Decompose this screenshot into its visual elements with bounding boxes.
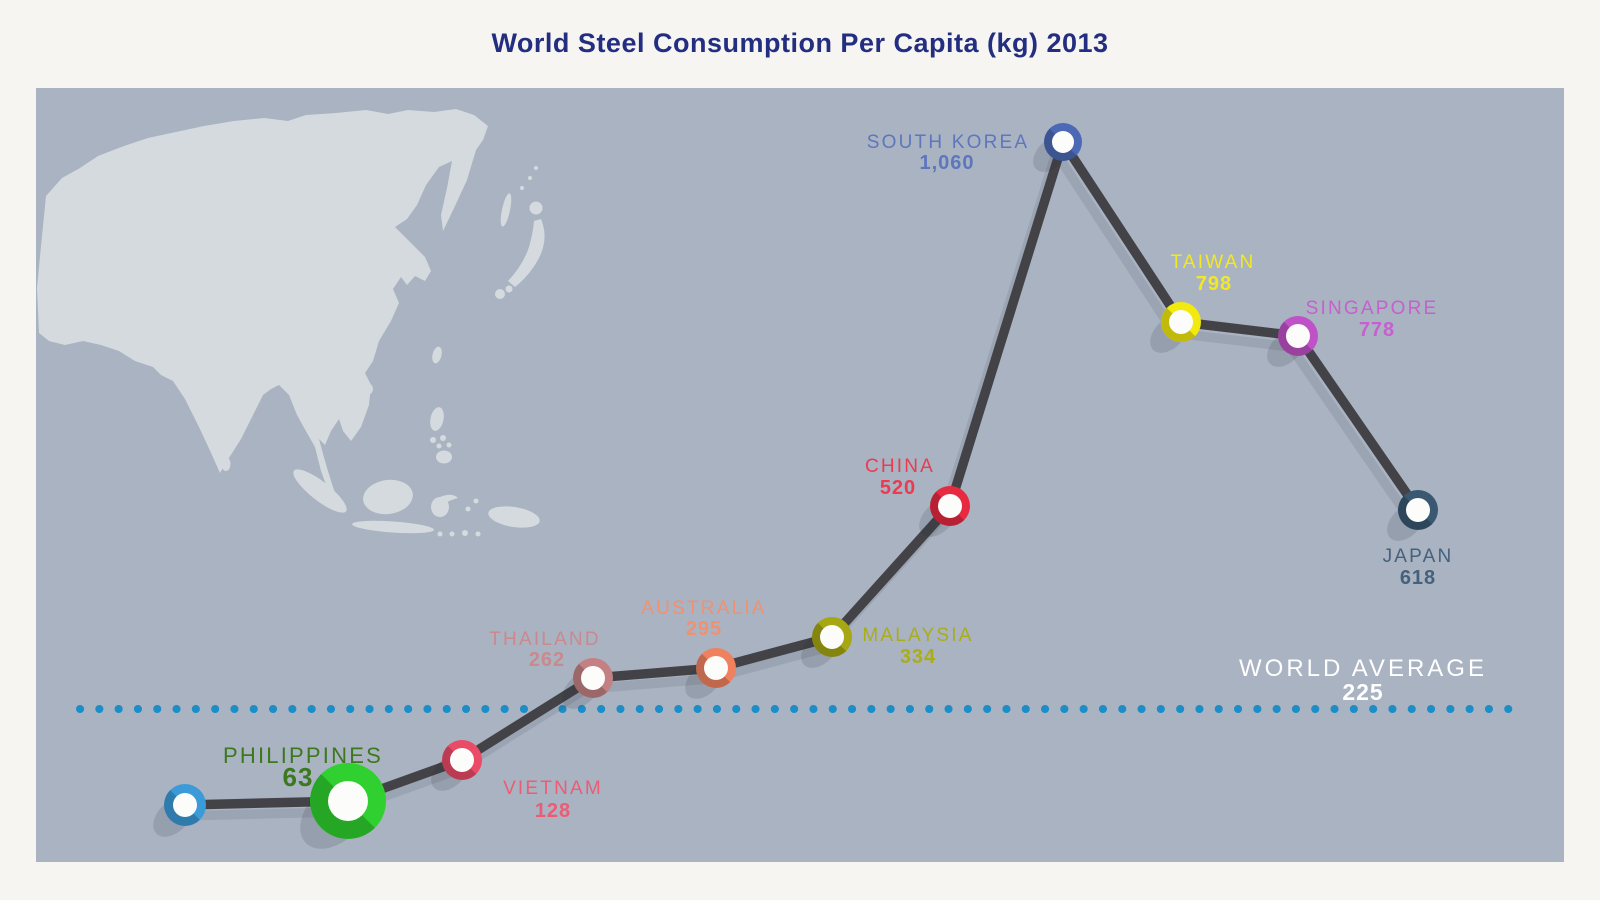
dot-center-singapore bbox=[1286, 324, 1310, 348]
dot-center-australia bbox=[704, 656, 728, 680]
country-label-thailand: THAILAND bbox=[489, 629, 601, 650]
country-value-japan: 618 bbox=[1400, 567, 1436, 589]
island-borneo bbox=[363, 479, 413, 515]
country-label-taiwan: TAIWAN bbox=[1171, 252, 1256, 273]
dot-center-unlabeled-point-0 bbox=[173, 793, 197, 817]
country-label-singapore: SINGAPORE bbox=[1306, 298, 1439, 319]
island-kuril-1 bbox=[520, 186, 524, 190]
country-label-vietnam: VIETNAM bbox=[503, 778, 603, 799]
island-visayas-1 bbox=[430, 437, 436, 443]
country-label-japan: JAPAN bbox=[1383, 546, 1454, 567]
dot-center-south-korea bbox=[1052, 131, 1074, 153]
chart-area: PHILIPPINES 63 VIETNAM 128 THAILAND 262 AUSTRA… bbox=[36, 88, 1564, 862]
island-moluccas-2 bbox=[473, 498, 479, 504]
dot-center-japan bbox=[1406, 498, 1430, 522]
island-sunda-3 bbox=[462, 530, 468, 536]
country-value-singapore: 778 bbox=[1359, 319, 1395, 341]
island-honshu bbox=[508, 219, 545, 287]
island-sunda-1 bbox=[437, 531, 443, 537]
country-label-malaysia: MALAYSIA bbox=[862, 625, 973, 646]
country-label-south-korea: SOUTH KOREA bbox=[867, 132, 1030, 153]
country-label-australia: AUSTRALIA bbox=[641, 598, 766, 619]
island-hokkaido bbox=[529, 201, 543, 215]
country-value-taiwan: 798 bbox=[1196, 273, 1232, 295]
island-visayas-4 bbox=[446, 442, 452, 448]
country-value-philippines: 63 bbox=[283, 762, 314, 792]
island-new-guinea bbox=[488, 506, 540, 528]
world-average-value: 225 bbox=[1342, 679, 1383, 705]
island-moluccas-1 bbox=[465, 506, 471, 512]
island-shikoku bbox=[505, 285, 513, 293]
dot-center-philippines bbox=[328, 781, 368, 821]
island-kuril-3 bbox=[534, 166, 538, 170]
country-value-thailand: 262 bbox=[529, 649, 565, 671]
country-value-malaysia: 334 bbox=[900, 646, 936, 668]
island-luzon bbox=[430, 407, 444, 431]
island-kyushu bbox=[495, 289, 505, 299]
island-sunda-2 bbox=[449, 531, 455, 537]
country-label-philippines: PHILIPPINES bbox=[223, 743, 383, 768]
dot-center-vietnam bbox=[450, 748, 474, 772]
island-sakhalin bbox=[500, 193, 512, 227]
island-taiwan bbox=[432, 346, 442, 364]
dot-center-taiwan bbox=[1169, 310, 1193, 334]
asia-mainland bbox=[37, 109, 488, 499]
island-java bbox=[352, 520, 434, 534]
island-sri-lanka bbox=[221, 457, 231, 471]
country-value-vietnam: 128 bbox=[535, 800, 571, 822]
island-kuril-2 bbox=[528, 176, 532, 180]
island-hainan bbox=[361, 383, 373, 395]
country-value-australia: 295 bbox=[686, 618, 722, 640]
world-average-label: WORLD AVERAGE bbox=[1239, 655, 1487, 682]
country-label-china: CHINA bbox=[865, 456, 935, 477]
country-value-south-korea: 1,060 bbox=[919, 152, 974, 174]
dot-center-china bbox=[938, 494, 962, 518]
island-visayas-3 bbox=[436, 443, 442, 449]
dot-center-malaysia bbox=[820, 625, 844, 649]
island-mindanao bbox=[436, 450, 452, 464]
dot-center-thailand bbox=[581, 666, 605, 690]
island-sumatra bbox=[293, 469, 347, 513]
island-sulawesi-arm bbox=[440, 494, 458, 504]
island-sunda-4 bbox=[475, 531, 481, 537]
country-value-china: 520 bbox=[880, 477, 916, 499]
page-title: World Steel Consumption Per Capita (kg) … bbox=[491, 28, 1109, 58]
asia-map-silhouette bbox=[37, 109, 545, 537]
island-visayas-2 bbox=[440, 435, 446, 441]
